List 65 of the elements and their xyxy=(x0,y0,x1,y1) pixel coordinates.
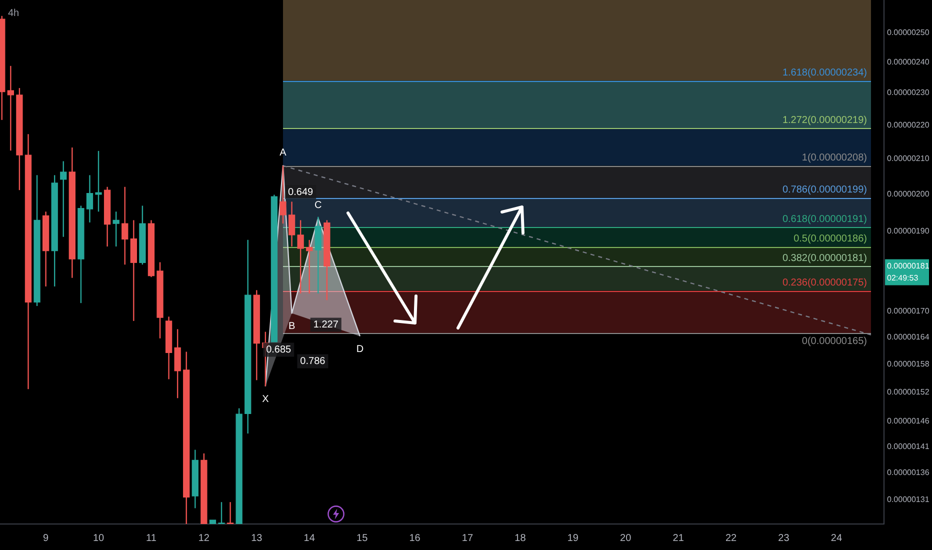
ref-line-label: 0(0.00000165) xyxy=(802,336,867,347)
x-tick-label: 22 xyxy=(725,532,738,544)
x-tick-label: 10 xyxy=(92,532,105,544)
x-tick-label: 20 xyxy=(620,532,632,544)
y-tick-label: 0.00000200 xyxy=(887,189,930,198)
x-tick-label: 9 xyxy=(43,532,50,544)
candlestick xyxy=(306,239,313,294)
y-tick-label: 0.00000250 xyxy=(887,28,930,37)
annotation: D xyxy=(356,344,364,355)
annotation: B xyxy=(288,320,296,332)
y-tick-label: 0.00000146 xyxy=(887,416,930,426)
candlestick xyxy=(60,160,67,238)
y-tick-label: 0.00000164 xyxy=(887,332,930,342)
candlestick xyxy=(297,220,304,294)
y-tick-label: 0.00000170 xyxy=(887,306,930,316)
annotation: X xyxy=(262,394,270,406)
annotation: A xyxy=(280,147,287,158)
candlestick xyxy=(174,328,181,399)
y-tick-label: 0.00000240 xyxy=(887,57,930,66)
x-tick-label: 11 xyxy=(146,532,157,544)
text: 4h xyxy=(8,8,20,19)
ref-line-label: 0.618(0.00000191) xyxy=(782,214,867,226)
y-tick-label: 0.00000190 xyxy=(887,226,930,236)
candlestick xyxy=(122,186,128,266)
y-tick-label: 0.00000158 xyxy=(887,360,930,369)
candlestick xyxy=(86,174,94,224)
ref-line-label: 1.618(0.00000234) xyxy=(782,67,867,78)
candlestick xyxy=(218,501,225,524)
candlestick xyxy=(7,65,14,152)
x-tick-label: 19 xyxy=(567,532,579,544)
annotation: 0.786 xyxy=(300,356,326,367)
x-tick-label: 18 xyxy=(514,532,526,544)
ref-line-label: 0.5(0.00000186) xyxy=(794,233,867,244)
annotation: 1.227 xyxy=(313,319,339,330)
x-tick-label: 17 xyxy=(462,532,474,544)
y-tick-label: 0.00000136 xyxy=(887,468,930,478)
candlestick xyxy=(95,150,102,212)
x-tick-label: 14 xyxy=(304,532,316,544)
y-tick-label: 0.00000152 xyxy=(887,388,930,397)
y-tick-label: 0.00000181 xyxy=(887,261,930,270)
ref-line-label: 0.236(0.00000175) xyxy=(782,277,867,288)
y-tick-label: 0.00000230 xyxy=(887,88,930,98)
annotation: C xyxy=(314,200,322,212)
y-tick-label: 0.00000210 xyxy=(887,154,930,163)
x-tick-label: 16 xyxy=(409,532,421,544)
x-tick-label: 15 xyxy=(356,532,368,544)
candlestick xyxy=(112,211,120,248)
ref-line-label: 1.272(0.00000219) xyxy=(782,115,867,126)
candlestick xyxy=(226,501,234,524)
x-tick-label: 23 xyxy=(778,532,790,544)
candlestick xyxy=(288,201,296,248)
ref-line-label: 0.382(0.00000181) xyxy=(782,252,867,264)
y-tick-label: 0.00000131 xyxy=(887,495,930,504)
x-tick-label: 12 xyxy=(198,532,210,544)
annotation: 0.649 xyxy=(288,186,314,198)
ref-line-label: 0.786(0.00000199) xyxy=(782,184,867,196)
annotation: 0.685 xyxy=(266,344,292,356)
ref-line-label: 1(0.00000208) xyxy=(802,152,867,164)
x-tick-label: 21 xyxy=(672,532,684,544)
candlestick xyxy=(280,165,286,224)
text: 02:49:53 xyxy=(887,273,919,282)
x-tick-label: 13 xyxy=(251,532,263,544)
x-tick-label: 24 xyxy=(830,532,842,544)
y-tick-label: 0.00000220 xyxy=(887,120,930,130)
y-tick-label: 0.00000141 xyxy=(887,442,930,451)
